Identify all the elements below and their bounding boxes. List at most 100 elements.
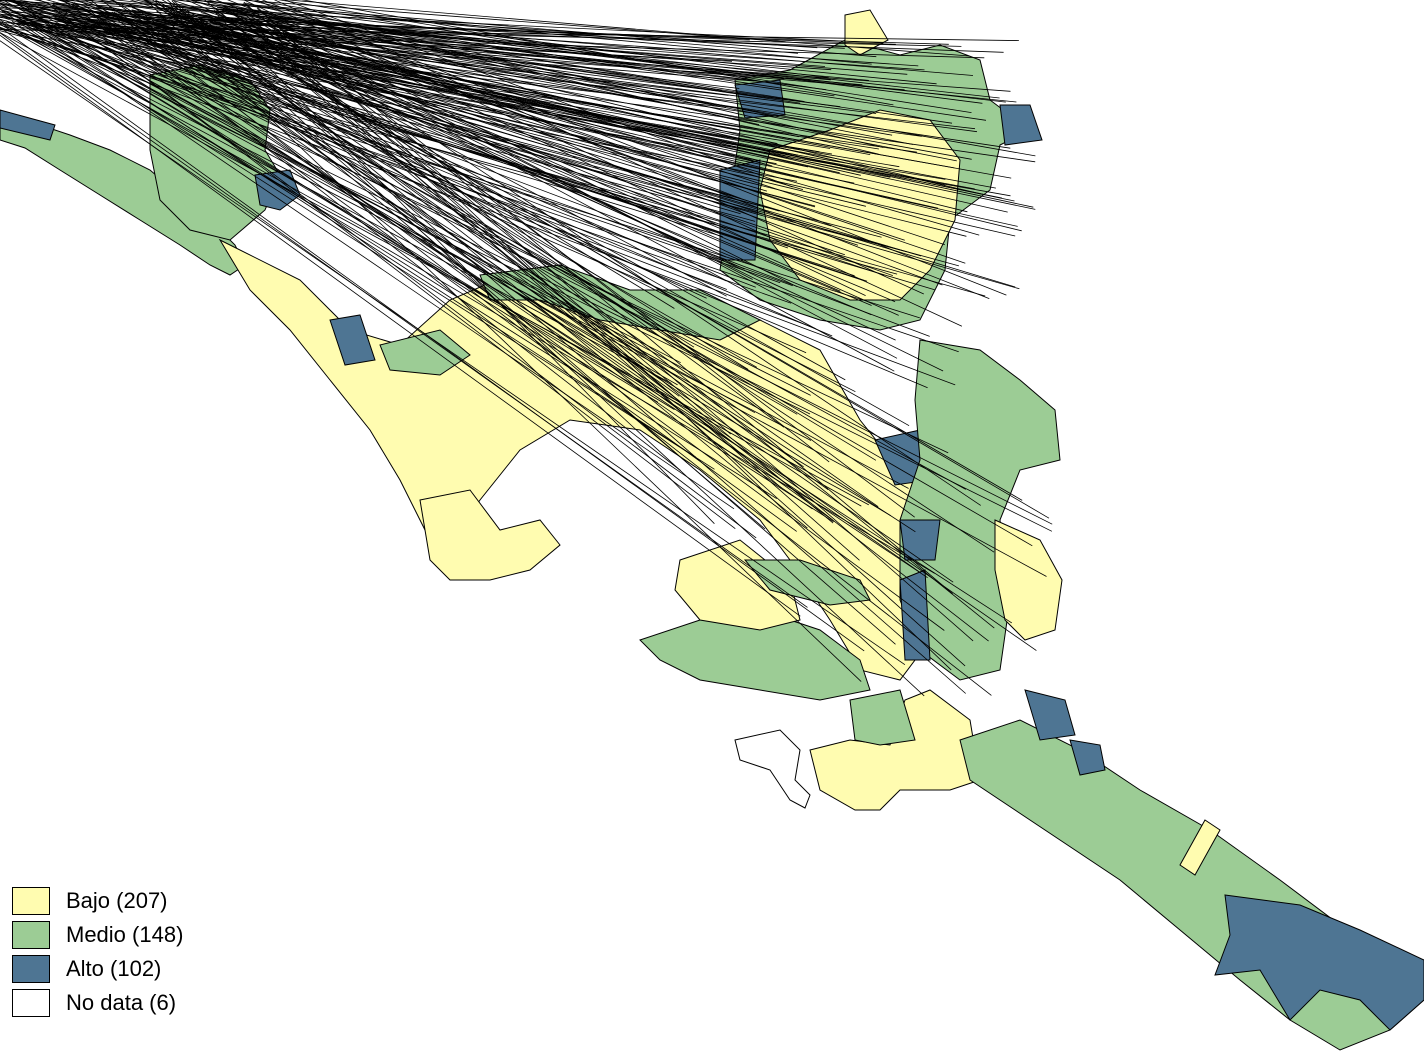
connection-line <box>143 19 949 45</box>
connection-line <box>0 13 781 284</box>
connection-line <box>247 0 884 148</box>
connection-line <box>283 0 786 43</box>
connection-line <box>61 0 928 579</box>
connection-line <box>185 13 804 190</box>
region-east-column <box>899 339 1061 681</box>
legend-swatch-alto <box>12 955 50 983</box>
connection-line <box>53 15 891 516</box>
connection-line <box>0 26 865 652</box>
connection-lines <box>0 0 1053 697</box>
connection-line <box>0 40 906 666</box>
connection-line <box>0 28 985 59</box>
legend-item-medio: Medio (148) <box>12 918 183 952</box>
legend-label-alto: Alto (102) <box>66 956 162 981</box>
connection-line <box>0 19 935 574</box>
connection-line <box>0 23 946 180</box>
legend-label-nodata: No data (6) <box>66 990 177 1015</box>
connection-line <box>219 6 987 121</box>
legend: Bajo (207) Medio (148) Alto (102) No dat… <box>12 884 183 1020</box>
connection-line <box>126 20 1033 547</box>
region-central-alto-1 <box>329 314 376 366</box>
connection-line <box>0 32 869 506</box>
connection-line <box>164 20 1034 208</box>
connection-line <box>33 27 681 364</box>
connection-line <box>0 5 949 454</box>
connection-line <box>0 32 808 608</box>
connection-line <box>108 0 859 246</box>
legend-label-medio: Medio (148) <box>66 922 184 947</box>
connection-line <box>107 12 841 108</box>
connection-line <box>224 16 957 162</box>
connection-line <box>139 0 785 80</box>
region-west-alto <box>254 169 301 211</box>
connection-line <box>16 18 778 500</box>
region-east-bajo <box>994 519 1063 641</box>
connection-line <box>301 0 894 106</box>
connection-line <box>0 8 1053 532</box>
connection-line <box>177 19 768 192</box>
region-se-peninsula <box>959 719 1424 1051</box>
connection-line <box>0 2 659 403</box>
connection-line <box>204 0 782 489</box>
connection-line <box>0 14 907 253</box>
connection-line <box>255 0 963 327</box>
legend-item-alto: Alto (102) <box>12 952 183 986</box>
connection-line <box>71 2 798 415</box>
connection-line <box>73 2 813 510</box>
connection-line <box>3 10 728 290</box>
connection-line <box>168 7 727 258</box>
legend-swatch-medio <box>12 921 50 949</box>
connection-line <box>46 26 1019 41</box>
connection-line <box>6 0 816 207</box>
connection-line <box>0 0 884 44</box>
connection-line <box>173 0 966 694</box>
region-east-alto-1 <box>899 519 941 561</box>
connection-line <box>236 0 970 57</box>
connection-line <box>112 0 877 461</box>
connection-line <box>32 14 807 354</box>
connection-line <box>10 0 834 523</box>
connection-line <box>89 0 945 631</box>
region-south-medio <box>849 689 916 746</box>
region-sw-bajo-2 <box>674 539 801 631</box>
connection-line <box>59 10 877 114</box>
connection-line <box>170 5 989 642</box>
connection-line <box>187 28 804 468</box>
connection-line <box>4 0 865 282</box>
legend-label-bajo: Bajo (207) <box>66 888 168 913</box>
connection-line <box>96 6 1022 232</box>
connection-line <box>188 26 978 133</box>
connection-line <box>128 20 916 533</box>
connection-line <box>167 26 754 162</box>
connection-line <box>134 0 986 196</box>
region-sw-lobe <box>419 489 561 581</box>
connection-line <box>90 4 760 113</box>
connection-line <box>0 34 801 617</box>
connection-line <box>113 11 992 696</box>
legend-item-bajo: Bajo (207) <box>12 884 183 918</box>
region-se-alto-1 <box>1024 689 1076 741</box>
region-coastal-alto-1 <box>0 109 56 141</box>
connection-line <box>159 14 766 530</box>
connection-line <box>166 13 808 88</box>
connection-line <box>216 6 723 91</box>
region-se-bajo-strip <box>1179 819 1221 876</box>
connection-line <box>229 21 869 81</box>
connection-line <box>38 0 833 337</box>
connection-line <box>114 25 866 207</box>
connection-line <box>36 9 741 215</box>
connection-line <box>131 9 861 176</box>
connection-line <box>239 10 898 359</box>
region-nodata <box>734 729 811 809</box>
connection-line <box>230 11 731 435</box>
region-east-alto-2 <box>899 569 931 661</box>
connection-line <box>49 5 757 539</box>
region-se-alto-2 <box>1069 739 1106 776</box>
connection-line <box>63 25 928 389</box>
connection-line <box>238 20 893 136</box>
connection-line <box>161 0 1023 501</box>
connection-line <box>95 7 919 67</box>
legend-swatch-bajo <box>12 887 50 915</box>
connection-line <box>0 1 855 277</box>
